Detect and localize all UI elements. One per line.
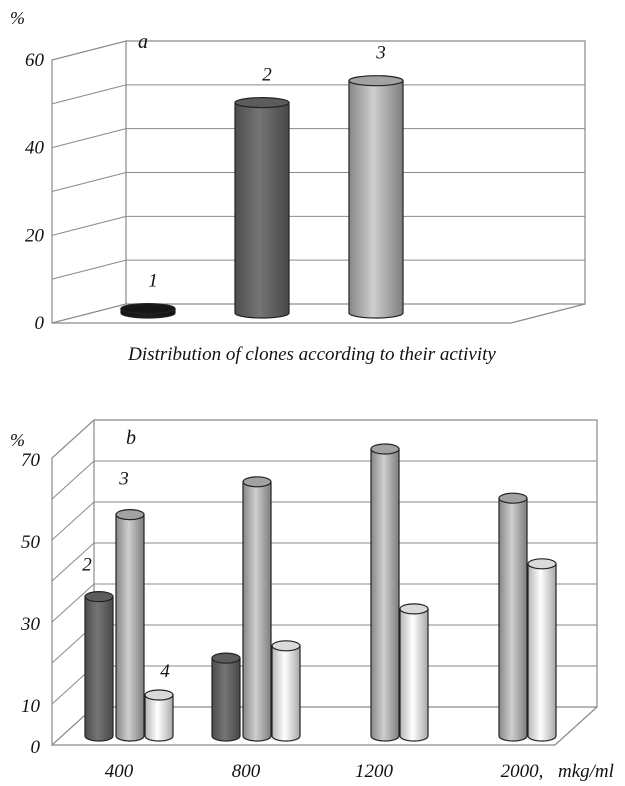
chart-b-unit-label: % (10, 430, 25, 450)
chart-b-x-tick-label: 1200 (355, 761, 394, 782)
chart-a-panel-label: a (138, 31, 148, 53)
chart-b-bar-4 (271, 640, 301, 742)
chart-a-y-tick-label: 60 (25, 50, 45, 71)
chart-b-bar-3-body (370, 448, 400, 742)
chart-b-bar-4 (527, 558, 557, 742)
chart-b-floor (52, 706, 598, 746)
chart-b-back-wall (94, 419, 598, 708)
chart-a-y-tick-label: 40 (25, 138, 45, 159)
chart-a-bar-2-body (234, 102, 290, 319)
chart-b-bar-label: 2 (82, 555, 92, 576)
chart-a-y-tick-label: 0 (35, 313, 45, 334)
chart-b-bar-4-body (527, 563, 557, 742)
chart-a-bar-2 (234, 96, 290, 319)
chart-b-bar-2-body (84, 596, 114, 742)
chart-b-bar-2-body (211, 657, 241, 742)
chart-b-bar-3 (370, 443, 400, 742)
chart-b-bar-3-top (242, 476, 272, 488)
chart-b-y-tick-label: 70 (21, 450, 41, 471)
chart-b-gridline-diag (51, 460, 95, 500)
chart-b-gridline-diag (51, 542, 95, 582)
chart-a-gridline-diag (51, 172, 127, 192)
chart-a-x-axis-label: Distribution of clones according to thei… (127, 344, 496, 365)
chart-b-bar-3 (242, 476, 272, 742)
chart-a-bar-label: 3 (375, 43, 386, 64)
chart-b-bar-4-body (399, 608, 429, 742)
chart-b-y-tick-label: 50 (21, 532, 41, 553)
chart-b-gridline-diag (51, 501, 95, 541)
chart-b-y-tick-label: 30 (20, 614, 41, 635)
chart-b-gridline-diag (51, 583, 95, 623)
chart-b-bar-2-top (211, 652, 241, 664)
chart-b-bar-4-top (527, 558, 557, 570)
chart-b-bar-4 (399, 603, 429, 742)
chart-b-bar-4-top (144, 689, 174, 701)
chart-b-bar-3 (498, 492, 528, 742)
chart-b-y-tick-label: 10 (21, 696, 41, 717)
chart-b-bar-2 (84, 590, 114, 742)
chart-a-bar-1-top (120, 303, 176, 315)
chart-b-bar-3-body (498, 497, 528, 742)
chart-a-gridline-diag (51, 128, 127, 149)
chart-b-x-tick-label: 2000, (501, 761, 544, 782)
chart-a-bar-label: 1 (148, 271, 158, 292)
chart-b-bar-3-body (115, 514, 145, 742)
chart-a-gridline-diag (51, 84, 127, 105)
chart-a-gridline-diag (51, 259, 127, 280)
chart-b-bar-label: 3 (118, 469, 129, 490)
chart-b-panel-label: b (126, 427, 136, 449)
chart-b-x-tick-label: 400 (105, 761, 134, 782)
chart-b-bar-2-top (84, 590, 114, 603)
chart-a-bar-2-top (234, 96, 290, 109)
chart-a-y-tick-label: 20 (25, 225, 45, 246)
chart-b-bar-4-body (144, 694, 174, 742)
chart-b-bar-4-top (399, 603, 429, 615)
chart-b-y-tick-label: 0 (31, 737, 41, 758)
chart-b-bar-3-body (242, 481, 272, 742)
chart-a-floor (52, 303, 586, 324)
chart-a-bar-label: 2 (262, 65, 272, 86)
chart-b-x-tick-label: 800 (232, 761, 261, 782)
chart-b-bar-3-top (115, 508, 145, 521)
chart-b-x-axis-label: mkg/ml (558, 761, 614, 782)
chart-a-bar-1 (120, 303, 176, 319)
chart-a-bar-3-top (348, 75, 404, 87)
chart-a-unit-label: % (10, 8, 25, 28)
chart-b-bar-4-top (271, 640, 301, 652)
chart-a-bar-3-body (348, 80, 404, 319)
chart-b-bar-3 (115, 508, 145, 742)
chart-b-bar-4 (144, 689, 174, 742)
chart-a-gridline-diag (51, 215, 127, 236)
chart-a-bar-3 (348, 75, 404, 319)
chart-b-bar-3-top (370, 443, 400, 455)
chart-b-bar-2 (211, 652, 241, 742)
chart-b-bar-label: 4 (160, 661, 170, 682)
chart-b-bar-3-top (498, 492, 528, 504)
chart-b-bar-4-body (271, 645, 301, 742)
